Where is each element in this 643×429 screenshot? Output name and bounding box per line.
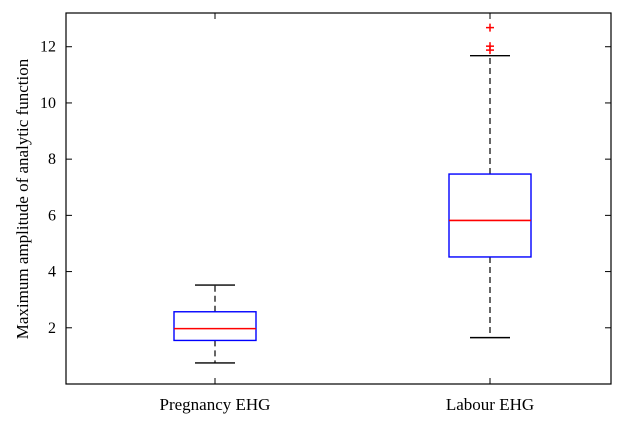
y-tick-label: 12 [40,39,56,56]
iqr-box [448,173,532,258]
y-tick-label: 4 [48,264,56,281]
y-tick-label: 6 [48,207,56,224]
y-tick-label: 10 [40,95,56,112]
box-1 [173,284,257,364]
x-category-label: Pregnancy EHG [160,395,271,414]
y-tick-label: 2 [48,320,56,337]
y-tick-label: 8 [48,151,56,168]
iqr-box [173,311,257,342]
x-category-label: Labour EHG [446,395,534,414]
box-series [173,23,532,364]
plot-area-frame [65,12,612,385]
x-axis-ticks: Pregnancy EHG Labour EHG [160,13,534,414]
y-axis-title: Maximum amplitude of analytic function [13,58,32,339]
y-axis-ticks: 2 4 6 8 10 12 [40,39,611,337]
box-2 [448,23,532,339]
